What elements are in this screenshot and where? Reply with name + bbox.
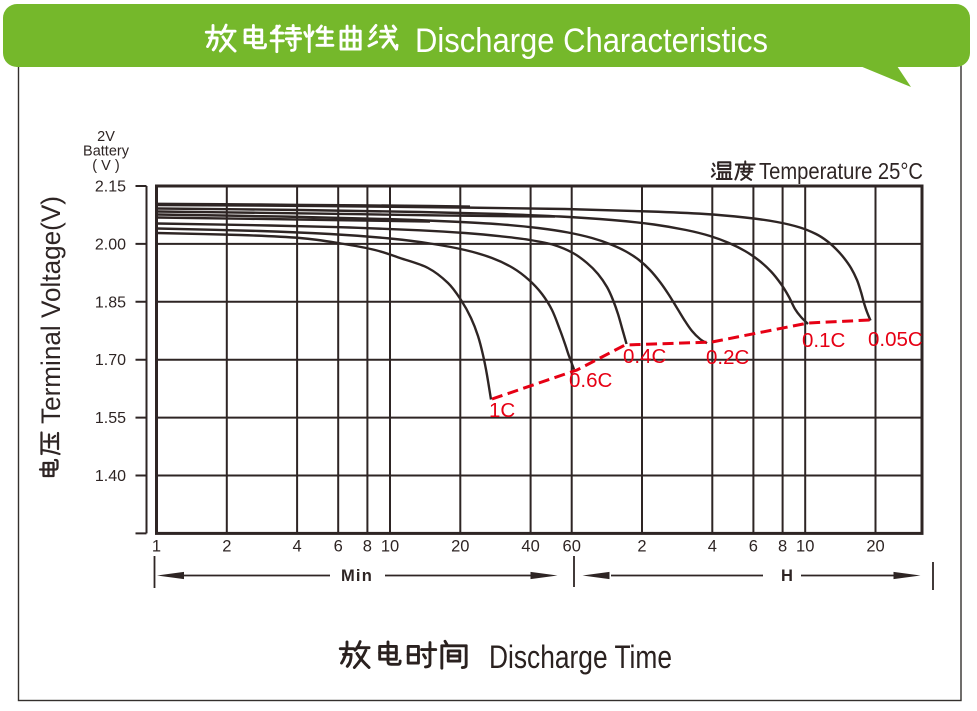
svg-text:2.00: 2.00	[95, 236, 126, 253]
svg-text:10: 10	[381, 538, 399, 556]
svg-text:1.70: 1.70	[95, 352, 126, 369]
svg-text:Battery: Battery	[83, 144, 130, 160]
svg-text:0.1C: 0.1C	[802, 329, 845, 352]
svg-text:1.55: 1.55	[95, 410, 126, 427]
svg-text:Min: Min	[341, 567, 373, 585]
svg-text:1: 1	[152, 538, 161, 556]
svg-text:2: 2	[637, 538, 646, 556]
svg-text:6: 6	[334, 538, 343, 556]
svg-text:8: 8	[363, 538, 372, 556]
svg-text:4: 4	[708, 538, 717, 556]
svg-text:20: 20	[866, 538, 884, 556]
svg-text:1.85: 1.85	[95, 294, 126, 311]
svg-text:1.40: 1.40	[95, 468, 126, 485]
svg-text:2.15: 2.15	[95, 179, 126, 196]
svg-text:Discharge Time: Discharge Time	[489, 639, 672, 675]
svg-text:40: 40	[521, 538, 539, 556]
svg-text:Temperature 25°C: Temperature 25°C	[759, 158, 923, 184]
svg-text:20: 20	[451, 538, 469, 556]
svg-text:Terminal Voltage(V): Terminal Voltage(V)	[36, 196, 66, 424]
svg-text:0.4C: 0.4C	[623, 345, 666, 368]
svg-text:1C: 1C	[489, 399, 515, 422]
svg-text:6: 6	[749, 538, 758, 556]
svg-text:2: 2	[222, 538, 231, 556]
svg-text:8: 8	[778, 538, 787, 556]
svg-text:10: 10	[796, 538, 814, 556]
svg-text:( V ): ( V )	[92, 158, 119, 174]
svg-text:Discharge Characteristics: Discharge Characteristics	[415, 22, 768, 60]
svg-text:60: 60	[563, 538, 581, 556]
svg-text:0.6C: 0.6C	[569, 369, 612, 392]
svg-text:2V: 2V	[97, 129, 115, 145]
svg-text:0.05C: 0.05C	[868, 328, 923, 351]
svg-text:0.2C: 0.2C	[706, 346, 749, 369]
svg-text:4: 4	[293, 538, 302, 556]
svg-text:H: H	[781, 567, 793, 585]
